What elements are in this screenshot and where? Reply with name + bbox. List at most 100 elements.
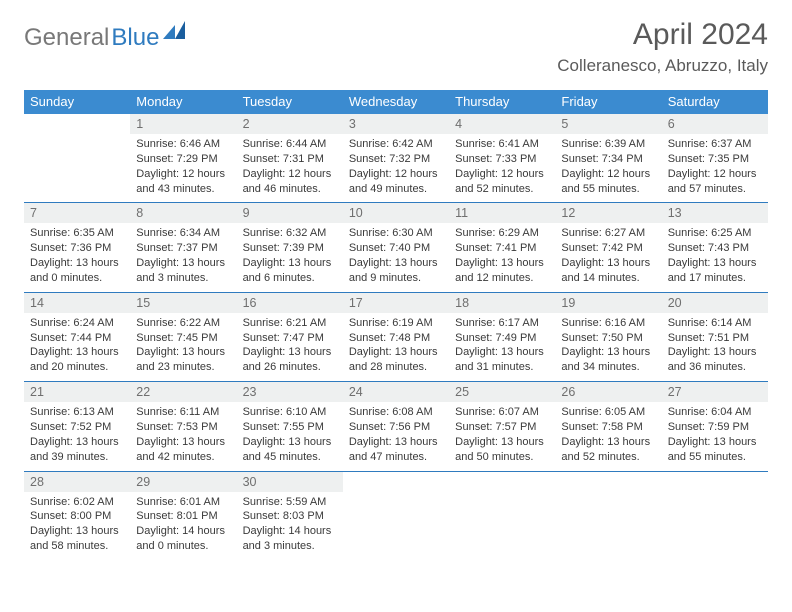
day-content-cell: Sunrise: 6:29 AMSunset: 7:41 PMDaylight:… (449, 223, 555, 292)
day-number-cell: 27 (662, 382, 768, 403)
sunset-line: Sunset: 7:29 PM (136, 152, 230, 167)
daylight-line-2: and 43 minutes. (136, 182, 230, 197)
day-number-cell (449, 471, 555, 492)
daylight-line-1: Daylight: 13 hours (668, 345, 762, 360)
day-number-cell: 19 (555, 292, 661, 313)
sunrise-line: Sunrise: 6:04 AM (668, 405, 762, 420)
sunrise-line: Sunrise: 6:08 AM (349, 405, 443, 420)
sunset-line: Sunset: 7:37 PM (136, 241, 230, 256)
sunrise-line: Sunrise: 5:59 AM (243, 495, 337, 510)
daylight-line-1: Daylight: 13 hours (30, 435, 124, 450)
day-content-cell: Sunrise: 6:02 AMSunset: 8:00 PMDaylight:… (24, 492, 130, 560)
calendar-page: GeneralBlue April 2024 Colleranesco, Abr… (0, 0, 792, 560)
sunset-line: Sunset: 7:45 PM (136, 331, 230, 346)
daylight-line-1: Daylight: 13 hours (30, 256, 124, 271)
daylight-line-1: Daylight: 13 hours (349, 345, 443, 360)
day-number-cell: 2 (237, 114, 343, 134)
daylight-line-2: and 14 minutes. (561, 271, 655, 286)
daylight-line-2: and 49 minutes. (349, 182, 443, 197)
sunrise-line: Sunrise: 6:37 AM (668, 137, 762, 152)
sunset-line: Sunset: 8:01 PM (136, 509, 230, 524)
day-content-cell: Sunrise: 6:11 AMSunset: 7:53 PMDaylight:… (130, 402, 236, 471)
day-content-cell: Sunrise: 6:01 AMSunset: 8:01 PMDaylight:… (130, 492, 236, 560)
sunset-line: Sunset: 7:44 PM (30, 331, 124, 346)
day-header: Saturday (662, 90, 768, 114)
sunset-line: Sunset: 7:33 PM (455, 152, 549, 167)
daylight-line-2: and 31 minutes. (455, 360, 549, 375)
day-number-cell (555, 471, 661, 492)
day-number-cell: 22 (130, 382, 236, 403)
day-number-cell: 16 (237, 292, 343, 313)
sunset-line: Sunset: 7:57 PM (455, 420, 549, 435)
daylight-line-1: Daylight: 12 hours (349, 167, 443, 182)
day-content-cell: Sunrise: 6:13 AMSunset: 7:52 PMDaylight:… (24, 402, 130, 471)
day-content-cell: Sunrise: 6:24 AMSunset: 7:44 PMDaylight:… (24, 313, 130, 382)
sunrise-line: Sunrise: 6:05 AM (561, 405, 655, 420)
daynum-row: 21222324252627 (24, 382, 768, 403)
sunrise-line: Sunrise: 6:34 AM (136, 226, 230, 241)
sunrise-line: Sunrise: 6:10 AM (243, 405, 337, 420)
sunrise-line: Sunrise: 6:41 AM (455, 137, 549, 152)
sunset-line: Sunset: 7:42 PM (561, 241, 655, 256)
day-header: Friday (555, 90, 661, 114)
brand-blue: Blue (111, 24, 159, 52)
day-number-cell: 26 (555, 382, 661, 403)
sunset-line: Sunset: 7:43 PM (668, 241, 762, 256)
day-content-cell: Sunrise: 6:22 AMSunset: 7:45 PMDaylight:… (130, 313, 236, 382)
sunrise-line: Sunrise: 6:32 AM (243, 226, 337, 241)
content-row: Sunrise: 6:02 AMSunset: 8:00 PMDaylight:… (24, 492, 768, 560)
sunrise-line: Sunrise: 6:25 AM (668, 226, 762, 241)
day-content-cell: Sunrise: 6:17 AMSunset: 7:49 PMDaylight:… (449, 313, 555, 382)
day-number-cell: 10 (343, 203, 449, 224)
daylight-line-1: Daylight: 13 hours (243, 345, 337, 360)
day-content-cell: Sunrise: 6:10 AMSunset: 7:55 PMDaylight:… (237, 402, 343, 471)
sunrise-line: Sunrise: 6:02 AM (30, 495, 124, 510)
day-number-cell: 4 (449, 114, 555, 134)
daylight-line-1: Daylight: 12 hours (668, 167, 762, 182)
daylight-line-2: and 12 minutes. (455, 271, 549, 286)
day-content-cell: Sunrise: 6:21 AMSunset: 7:47 PMDaylight:… (237, 313, 343, 382)
day-number-cell: 20 (662, 292, 768, 313)
daylight-line-1: Daylight: 13 hours (30, 524, 124, 539)
sunrise-line: Sunrise: 6:30 AM (349, 226, 443, 241)
daylight-line-2: and 26 minutes. (243, 360, 337, 375)
day-content-cell: Sunrise: 6:35 AMSunset: 7:36 PMDaylight:… (24, 223, 130, 292)
daylight-line-1: Daylight: 12 hours (136, 167, 230, 182)
sunset-line: Sunset: 7:39 PM (243, 241, 337, 256)
day-header: Tuesday (237, 90, 343, 114)
daylight-line-2: and 42 minutes. (136, 450, 230, 465)
day-content-cell: Sunrise: 6:41 AMSunset: 7:33 PMDaylight:… (449, 134, 555, 203)
sunset-line: Sunset: 7:58 PM (561, 420, 655, 435)
sunset-line: Sunset: 7:47 PM (243, 331, 337, 346)
day-header: Thursday (449, 90, 555, 114)
day-number-cell: 9 (237, 203, 343, 224)
page-header: GeneralBlue April 2024 Colleranesco, Abr… (24, 18, 768, 76)
sunset-line: Sunset: 7:51 PM (668, 331, 762, 346)
day-number-cell: 28 (24, 471, 130, 492)
daylight-line-2: and 45 minutes. (243, 450, 337, 465)
sunrise-line: Sunrise: 6:14 AM (668, 316, 762, 331)
day-number-cell: 14 (24, 292, 130, 313)
day-content-cell (24, 134, 130, 203)
day-content-cell: Sunrise: 6:39 AMSunset: 7:34 PMDaylight:… (555, 134, 661, 203)
sunrise-line: Sunrise: 6:42 AM (349, 137, 443, 152)
sunrise-line: Sunrise: 6:16 AM (561, 316, 655, 331)
daylight-line-1: Daylight: 13 hours (455, 345, 549, 360)
day-content-cell: Sunrise: 6:19 AMSunset: 7:48 PMDaylight:… (343, 313, 449, 382)
sunrise-line: Sunrise: 6:24 AM (30, 316, 124, 331)
day-content-cell: Sunrise: 6:08 AMSunset: 7:56 PMDaylight:… (343, 402, 449, 471)
day-header: Monday (130, 90, 236, 114)
daynum-row: 14151617181920 (24, 292, 768, 313)
day-number-cell (24, 114, 130, 134)
sunset-line: Sunset: 7:59 PM (668, 420, 762, 435)
sunrise-line: Sunrise: 6:44 AM (243, 137, 337, 152)
daylight-line-1: Daylight: 13 hours (136, 256, 230, 271)
daylight-line-1: Daylight: 13 hours (243, 435, 337, 450)
sunrise-line: Sunrise: 6:39 AM (561, 137, 655, 152)
daylight-line-2: and 0 minutes. (30, 271, 124, 286)
daylight-line-2: and 36 minutes. (668, 360, 762, 375)
day-number-cell: 29 (130, 471, 236, 492)
daylight-line-1: Daylight: 12 hours (455, 167, 549, 182)
daylight-line-1: Daylight: 13 hours (349, 435, 443, 450)
daylight-line-2: and 23 minutes. (136, 360, 230, 375)
